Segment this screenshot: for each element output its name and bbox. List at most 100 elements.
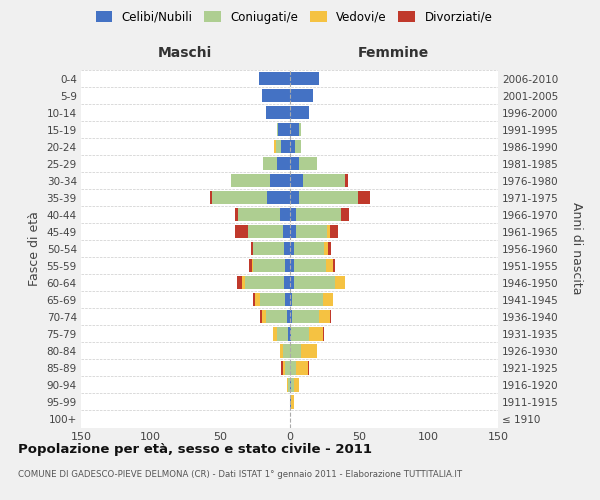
Text: COMUNE DI GADESCO-PIEVE DELMONA (CR) - Dati ISTAT 1° gennaio 2011 - Elaborazione: COMUNE DI GADESCO-PIEVE DELMONA (CR) - D… — [18, 470, 462, 479]
Bar — [290, 242, 293, 256]
Bar — [245, 276, 284, 289]
Bar — [274, 140, 275, 153]
Bar — [260, 310, 262, 324]
Text: Maschi: Maschi — [158, 46, 212, 60]
Bar — [266, 310, 287, 324]
Bar — [290, 344, 301, 358]
Bar — [345, 174, 348, 188]
Bar — [277, 123, 278, 136]
Bar — [259, 72, 290, 85]
Bar — [281, 140, 290, 153]
Bar — [287, 378, 288, 392]
Bar — [290, 72, 319, 85]
Bar — [293, 242, 324, 256]
Bar — [277, 157, 290, 170]
Bar — [296, 225, 327, 238]
Bar — [324, 242, 328, 256]
Bar — [293, 259, 326, 272]
Bar — [290, 327, 291, 340]
Bar — [212, 191, 267, 204]
Bar — [323, 327, 324, 340]
Bar — [262, 89, 290, 102]
Bar — [231, 174, 270, 188]
Bar — [358, 191, 370, 204]
Bar — [281, 362, 283, 374]
Bar — [242, 276, 245, 289]
Bar — [290, 310, 292, 324]
Bar — [248, 225, 283, 238]
Bar — [251, 242, 253, 256]
Bar — [319, 310, 330, 324]
Bar — [235, 208, 238, 222]
Bar — [280, 344, 283, 358]
Bar — [326, 259, 332, 272]
Bar — [290, 396, 291, 408]
Bar — [238, 208, 280, 222]
Bar — [328, 242, 331, 256]
Bar — [335, 276, 345, 289]
Bar — [260, 293, 286, 306]
Bar — [299, 157, 317, 170]
Bar — [296, 208, 341, 222]
Bar — [308, 362, 309, 374]
Bar — [286, 362, 290, 374]
Bar — [290, 225, 296, 238]
Bar — [284, 276, 290, 289]
Bar — [273, 327, 277, 340]
Bar — [292, 310, 319, 324]
Bar — [341, 208, 349, 222]
Bar — [262, 310, 266, 324]
Bar — [286, 259, 290, 272]
Bar — [292, 293, 323, 306]
Bar — [263, 157, 277, 170]
Bar — [266, 106, 290, 119]
Bar — [330, 310, 331, 324]
Bar — [290, 140, 295, 153]
Bar — [293, 276, 335, 289]
Bar — [286, 293, 290, 306]
Bar — [236, 276, 242, 289]
Bar — [299, 191, 358, 204]
Bar — [291, 378, 293, 392]
Bar — [290, 123, 299, 136]
Y-axis label: Fasce di età: Fasce di età — [28, 212, 41, 286]
Bar — [288, 327, 290, 340]
Bar — [295, 140, 301, 153]
Bar — [290, 362, 296, 374]
Text: Femmine: Femmine — [358, 46, 430, 60]
Bar — [290, 106, 309, 119]
Bar — [291, 396, 293, 408]
Bar — [283, 344, 290, 358]
Bar — [327, 225, 330, 238]
Bar — [275, 140, 281, 153]
Bar — [277, 327, 288, 340]
Bar — [290, 276, 293, 289]
Bar — [330, 225, 338, 238]
Bar — [280, 208, 290, 222]
Bar — [249, 259, 252, 272]
Bar — [299, 123, 301, 136]
Text: Popolazione per età, sesso e stato civile - 2011: Popolazione per età, sesso e stato civil… — [18, 442, 372, 456]
Bar — [278, 123, 290, 136]
Bar — [270, 174, 290, 188]
Bar — [290, 378, 291, 392]
Bar — [304, 174, 345, 188]
Bar — [288, 378, 290, 392]
Bar — [210, 191, 212, 204]
Bar — [290, 174, 304, 188]
Bar — [290, 293, 292, 306]
Bar — [267, 191, 290, 204]
Bar — [290, 208, 296, 222]
Bar — [284, 242, 290, 256]
Bar — [290, 157, 299, 170]
Bar — [252, 259, 253, 272]
Bar — [253, 293, 255, 306]
Bar — [309, 327, 323, 340]
Bar — [323, 293, 332, 306]
Bar — [301, 344, 317, 358]
Bar — [255, 293, 260, 306]
Bar — [283, 225, 290, 238]
Bar — [235, 225, 248, 238]
Bar — [290, 89, 313, 102]
Bar — [293, 378, 299, 392]
